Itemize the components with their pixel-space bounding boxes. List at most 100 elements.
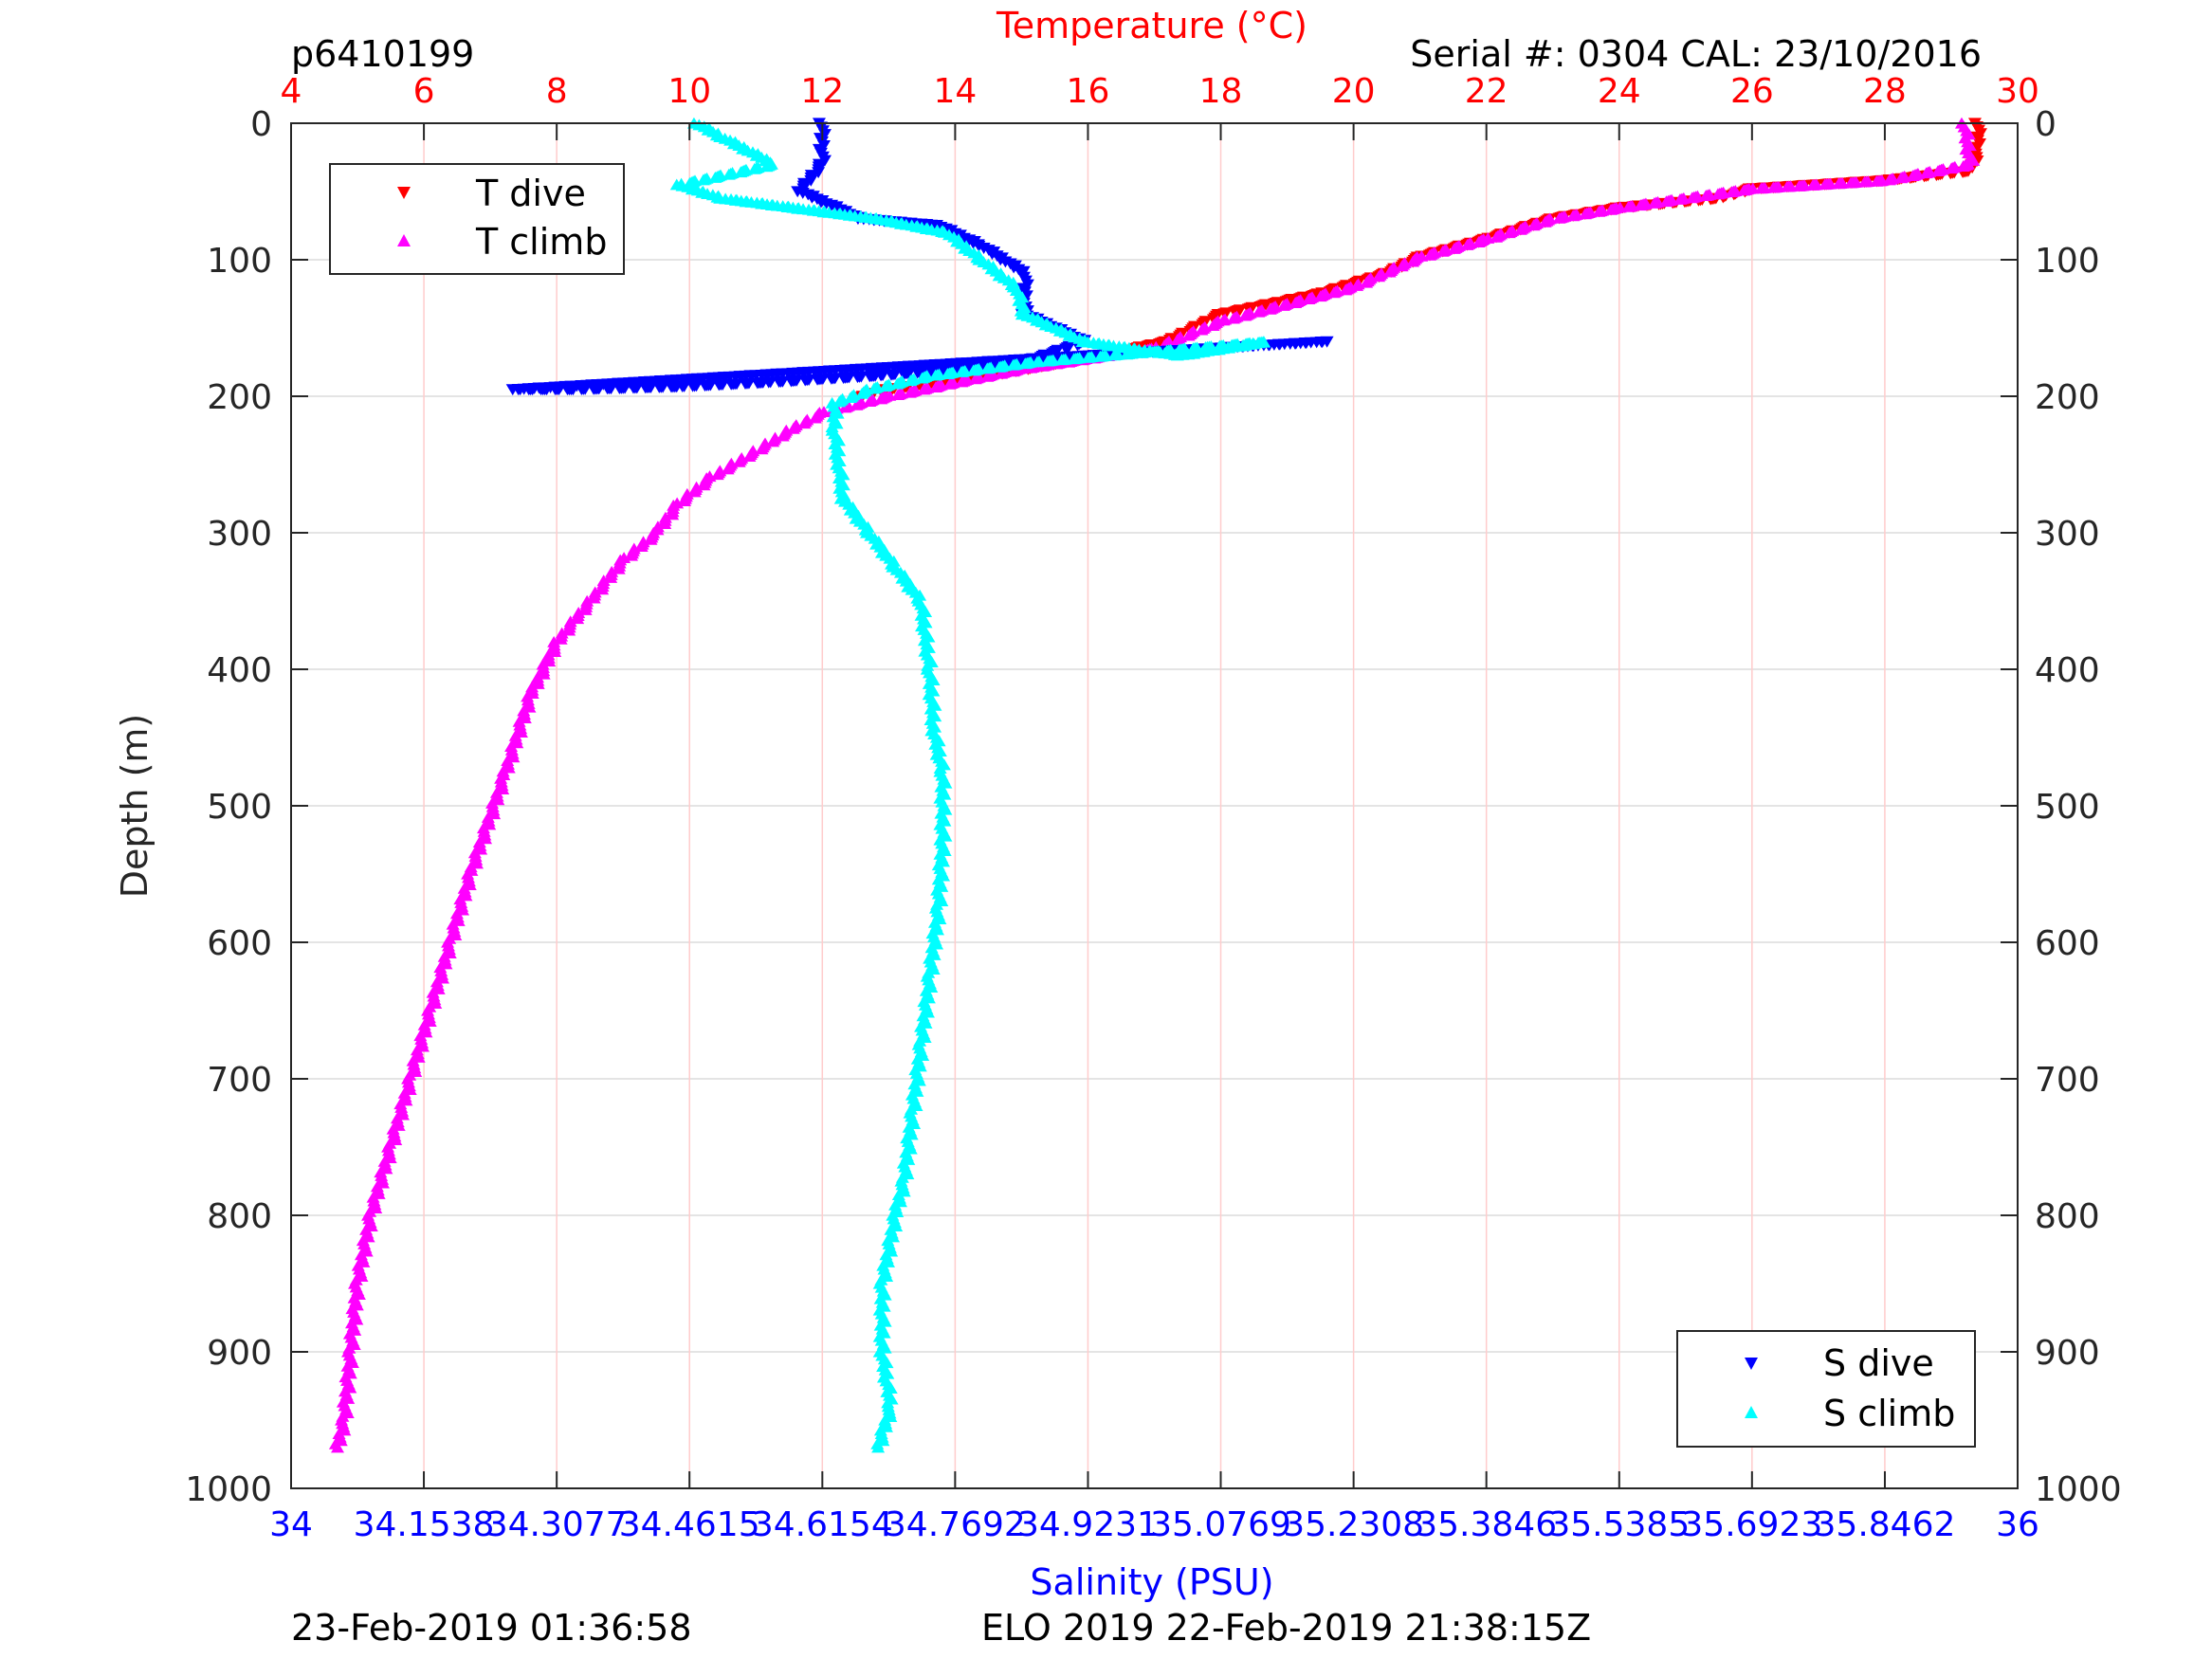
data-point <box>698 380 712 392</box>
data-point <box>955 375 969 388</box>
data-point <box>891 389 905 400</box>
data-point <box>1289 297 1303 308</box>
data-point <box>1725 186 1739 198</box>
data-point <box>1699 190 1713 201</box>
data-point <box>554 632 568 645</box>
data-point <box>874 392 888 405</box>
data-point <box>1395 260 1409 272</box>
temperature-tick-label: 12 <box>800 72 844 111</box>
depth-tick-label-right: 700 <box>2035 1061 2100 1100</box>
data-point <box>844 392 858 404</box>
data-point <box>928 369 942 381</box>
data-point <box>1263 302 1277 315</box>
data-point <box>562 624 576 636</box>
data-point <box>811 374 825 386</box>
data-point <box>871 1441 886 1453</box>
data-point <box>968 373 982 385</box>
legend-t-climb-marker <box>397 234 411 246</box>
salinity-tick-label: 35.2308 <box>1283 1505 1424 1544</box>
depth-tick-label-left: 100 <box>207 242 272 281</box>
legend-t-dive-label: T dive <box>475 173 586 214</box>
data-point <box>1621 200 1636 212</box>
data-point <box>776 429 790 442</box>
data-point <box>1320 336 1334 348</box>
depth-tick-label-right: 800 <box>2035 1197 2100 1236</box>
data-point <box>1435 245 1450 257</box>
data-point <box>917 383 931 395</box>
data-point <box>838 401 852 413</box>
data-point <box>1472 236 1486 247</box>
data-point <box>750 377 764 390</box>
temperature-tick-label: 20 <box>1332 72 1376 111</box>
legend-salinity-box <box>1676 1330 1976 1448</box>
data-point <box>954 365 968 377</box>
data-point <box>686 380 700 392</box>
salinity-tick-label: 34.6154 <box>752 1505 893 1544</box>
data-point <box>772 376 786 389</box>
data-point <box>817 155 832 167</box>
temperature-tick-label: 18 <box>1199 72 1243 111</box>
data-point <box>759 160 774 173</box>
temperature-tick-label: 26 <box>1730 72 1774 111</box>
data-point <box>1372 270 1386 283</box>
data-point <box>1239 337 1253 350</box>
data-point <box>1592 205 1606 217</box>
data-point <box>1659 195 1673 208</box>
salinity-tick-label: 35.5385 <box>1548 1505 1690 1544</box>
grid-lines <box>290 122 2019 1489</box>
data-point <box>1226 312 1240 324</box>
data-point <box>879 380 893 392</box>
legend-s-dive-marker <box>1745 1358 1758 1370</box>
data-point <box>1754 182 1768 194</box>
data-point <box>732 455 746 467</box>
data-point <box>1906 170 1920 182</box>
data-point <box>644 533 658 545</box>
data-point <box>331 1441 345 1453</box>
data-point <box>1382 265 1397 278</box>
salinity-tick-label: 34.4615 <box>619 1505 760 1544</box>
data-point <box>724 378 739 391</box>
legend-salinity: S dive S climb <box>1676 1330 1976 1448</box>
temperature-tick-label: 6 <box>413 72 435 111</box>
data-point <box>665 381 679 393</box>
data-point <box>1526 219 1541 231</box>
salinity-tick-label: 35.8462 <box>1815 1505 1956 1544</box>
footer-mission: ELO 2019 22-Feb-2019 21:38:15Z <box>981 1607 1591 1649</box>
data-point <box>678 495 692 506</box>
depth-tick-label-left: 800 <box>207 1197 272 1236</box>
salinity-tick-label: 34 <box>269 1505 313 1544</box>
depth-tick-label-right: 0 <box>2035 105 2057 144</box>
top-axis-title: Temperature (°C) <box>996 5 1307 46</box>
salinity-tick-label: 34.9231 <box>1017 1505 1159 1544</box>
data-point <box>929 381 943 392</box>
data-point <box>941 368 955 379</box>
temperature-tick-label: 22 <box>1465 72 1508 111</box>
data-point <box>980 370 995 382</box>
data-point <box>1054 354 1069 366</box>
data-point <box>1673 193 1688 205</box>
data-point <box>1251 337 1265 349</box>
series-s-climb <box>669 117 1271 1453</box>
temperature-tick-label: 14 <box>933 72 977 111</box>
data-point <box>1792 179 1806 191</box>
depth-tick-label-left: 300 <box>207 515 272 554</box>
data-point <box>1513 223 1527 235</box>
temperature-tick-label: 10 <box>667 72 711 111</box>
data-point <box>1844 176 1858 189</box>
axes: 0 0 100 100 200 200 300 300 400 400 500 500 600 600 70… <box>185 72 2121 1544</box>
data-point <box>634 540 649 552</box>
temperature-tick-label: 24 <box>1598 72 1641 111</box>
data-point <box>1018 357 1033 370</box>
data-point <box>742 450 757 462</box>
salinity-tick-label: 36 <box>1996 1505 2039 1544</box>
depth-tick-label-left: 900 <box>207 1334 272 1373</box>
depth-tick-label-left: 600 <box>207 924 272 963</box>
data-point <box>1160 344 1174 356</box>
data-point <box>734 166 748 178</box>
data-point <box>666 508 680 520</box>
data-point <box>587 592 601 604</box>
data-point <box>1172 343 1186 356</box>
depth-tick-label-left: 200 <box>207 378 272 417</box>
data-point <box>1502 227 1516 239</box>
